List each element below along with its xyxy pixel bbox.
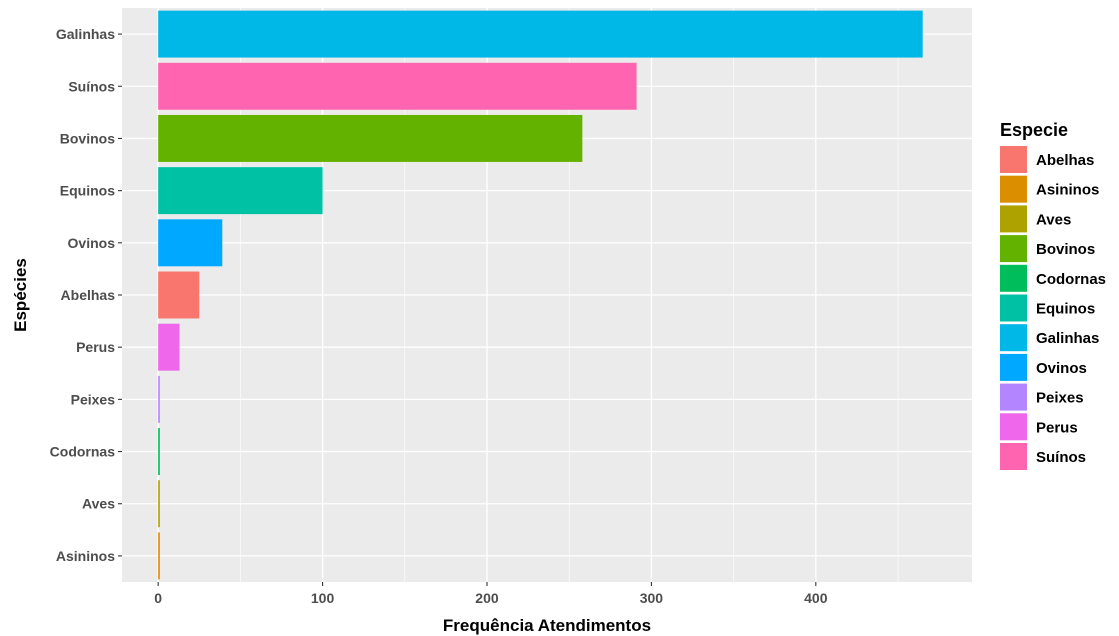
y-tick-label: Bovinos — [60, 130, 115, 146]
bars — [158, 10, 923, 580]
legend-swatch-bovinos — [1000, 235, 1027, 263]
bar-perus — [158, 323, 180, 371]
y-axis-title: Espécies — [11, 258, 30, 332]
legend-label-suinos: Suínos — [1036, 449, 1086, 466]
legend-label-ovinos: Ovinos — [1036, 360, 1087, 377]
y-tick-label: Suínos — [68, 78, 115, 94]
y-tick-label: Abelhas — [61, 287, 116, 303]
x-axis-title: Frequência Atendimentos — [443, 616, 651, 635]
bar-asininos — [158, 532, 160, 580]
y-tick-label: Asininos — [56, 548, 115, 564]
x-axis-ticks: 0 100 200 300 400 — [154, 582, 828, 606]
legend-label-perus: Perus — [1036, 419, 1078, 436]
y-tick-label: Peixes — [71, 391, 116, 407]
bar-ovinos — [158, 219, 223, 267]
legend-swatch-peixes — [1000, 383, 1027, 411]
legend-swatch-perus — [1000, 413, 1027, 441]
y-axis-ticks: Galinhas Suínos Bovinos Equinos Ovinos Abelha… — [50, 26, 122, 564]
bar-galinhas — [158, 10, 923, 58]
x-tick-label: 300 — [640, 590, 664, 606]
legend-label-equinos: Equinos — [1036, 301, 1095, 318]
legend-label-codornas: Codornas — [1036, 271, 1106, 288]
legend-swatch-aves — [1000, 205, 1027, 233]
y-tick-label: Perus — [76, 339, 115, 355]
bar-codornas — [158, 428, 160, 476]
x-tick-label: 400 — [804, 590, 828, 606]
legend-swatch-asininos — [1000, 175, 1027, 203]
legend-title: Especie — [1000, 120, 1068, 140]
y-tick-label: Galinhas — [56, 26, 115, 42]
legend-label-aves: Aves — [1036, 211, 1071, 228]
legend-swatch-abelhas — [1000, 146, 1027, 173]
legend-swatch-codornas — [1000, 264, 1027, 292]
legend-label-asininos: Asininos — [1036, 182, 1099, 199]
legend-swatch-ovinos — [1000, 353, 1027, 381]
legend-swatch-suinos — [1000, 443, 1027, 470]
y-tick-label: Aves — [82, 496, 115, 512]
x-tick-label: 200 — [475, 590, 499, 606]
bar-peixes — [158, 375, 160, 423]
legend-label-abelhas: Abelhas — [1036, 152, 1094, 169]
y-tick-label: Equinos — [60, 183, 115, 199]
legend-label-galinhas: Galinhas — [1036, 330, 1099, 347]
bar-suinos — [158, 62, 637, 110]
bar-equinos — [158, 167, 323, 215]
x-tick-label: 100 — [311, 590, 335, 606]
y-tick-label: Ovinos — [68, 235, 116, 251]
legend-label-bovinos: Bovinos — [1036, 241, 1095, 258]
legend: Especie Abelhas Asininos Aves Bovinos Codorn… — [1000, 120, 1106, 470]
x-tick-label: 0 — [154, 590, 162, 606]
bar-abelhas — [158, 271, 200, 319]
bar-aves — [158, 480, 160, 528]
legend-label-peixes: Peixes — [1036, 390, 1084, 407]
legend-swatch-equinos — [1000, 294, 1027, 322]
bar-bovinos — [158, 114, 583, 162]
y-tick-label: Codornas — [50, 444, 116, 460]
legend-swatch-galinhas — [1000, 324, 1027, 352]
